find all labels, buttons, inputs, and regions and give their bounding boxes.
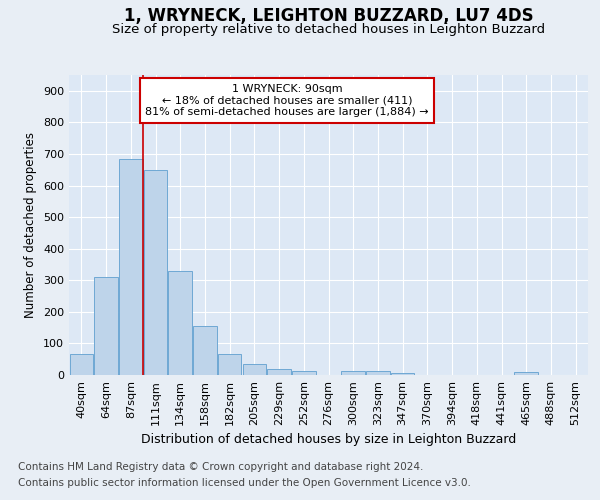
Bar <box>514 372 538 375</box>
Bar <box>193 326 217 375</box>
Bar <box>292 371 316 375</box>
Bar <box>119 158 143 375</box>
Bar <box>218 354 241 375</box>
Bar <box>70 354 93 375</box>
Bar <box>268 370 291 375</box>
Bar <box>366 371 389 375</box>
Text: Contains public sector information licensed under the Open Government Licence v3: Contains public sector information licen… <box>18 478 471 488</box>
Bar <box>94 277 118 375</box>
Bar <box>391 374 415 375</box>
Bar <box>169 271 192 375</box>
Bar <box>341 371 365 375</box>
Y-axis label: Number of detached properties: Number of detached properties <box>25 132 37 318</box>
Text: 1 WRYNECK: 90sqm
← 18% of detached houses are smaller (411)
81% of semi-detached: 1 WRYNECK: 90sqm ← 18% of detached house… <box>145 84 429 117</box>
Text: Size of property relative to detached houses in Leighton Buzzard: Size of property relative to detached ho… <box>112 22 545 36</box>
Text: Contains HM Land Registry data © Crown copyright and database right 2024.: Contains HM Land Registry data © Crown c… <box>18 462 424 472</box>
Bar <box>242 364 266 375</box>
Text: 1, WRYNECK, LEIGHTON BUZZARD, LU7 4DS: 1, WRYNECK, LEIGHTON BUZZARD, LU7 4DS <box>124 8 533 26</box>
Bar <box>144 170 167 375</box>
Text: Distribution of detached houses by size in Leighton Buzzard: Distribution of detached houses by size … <box>141 432 517 446</box>
